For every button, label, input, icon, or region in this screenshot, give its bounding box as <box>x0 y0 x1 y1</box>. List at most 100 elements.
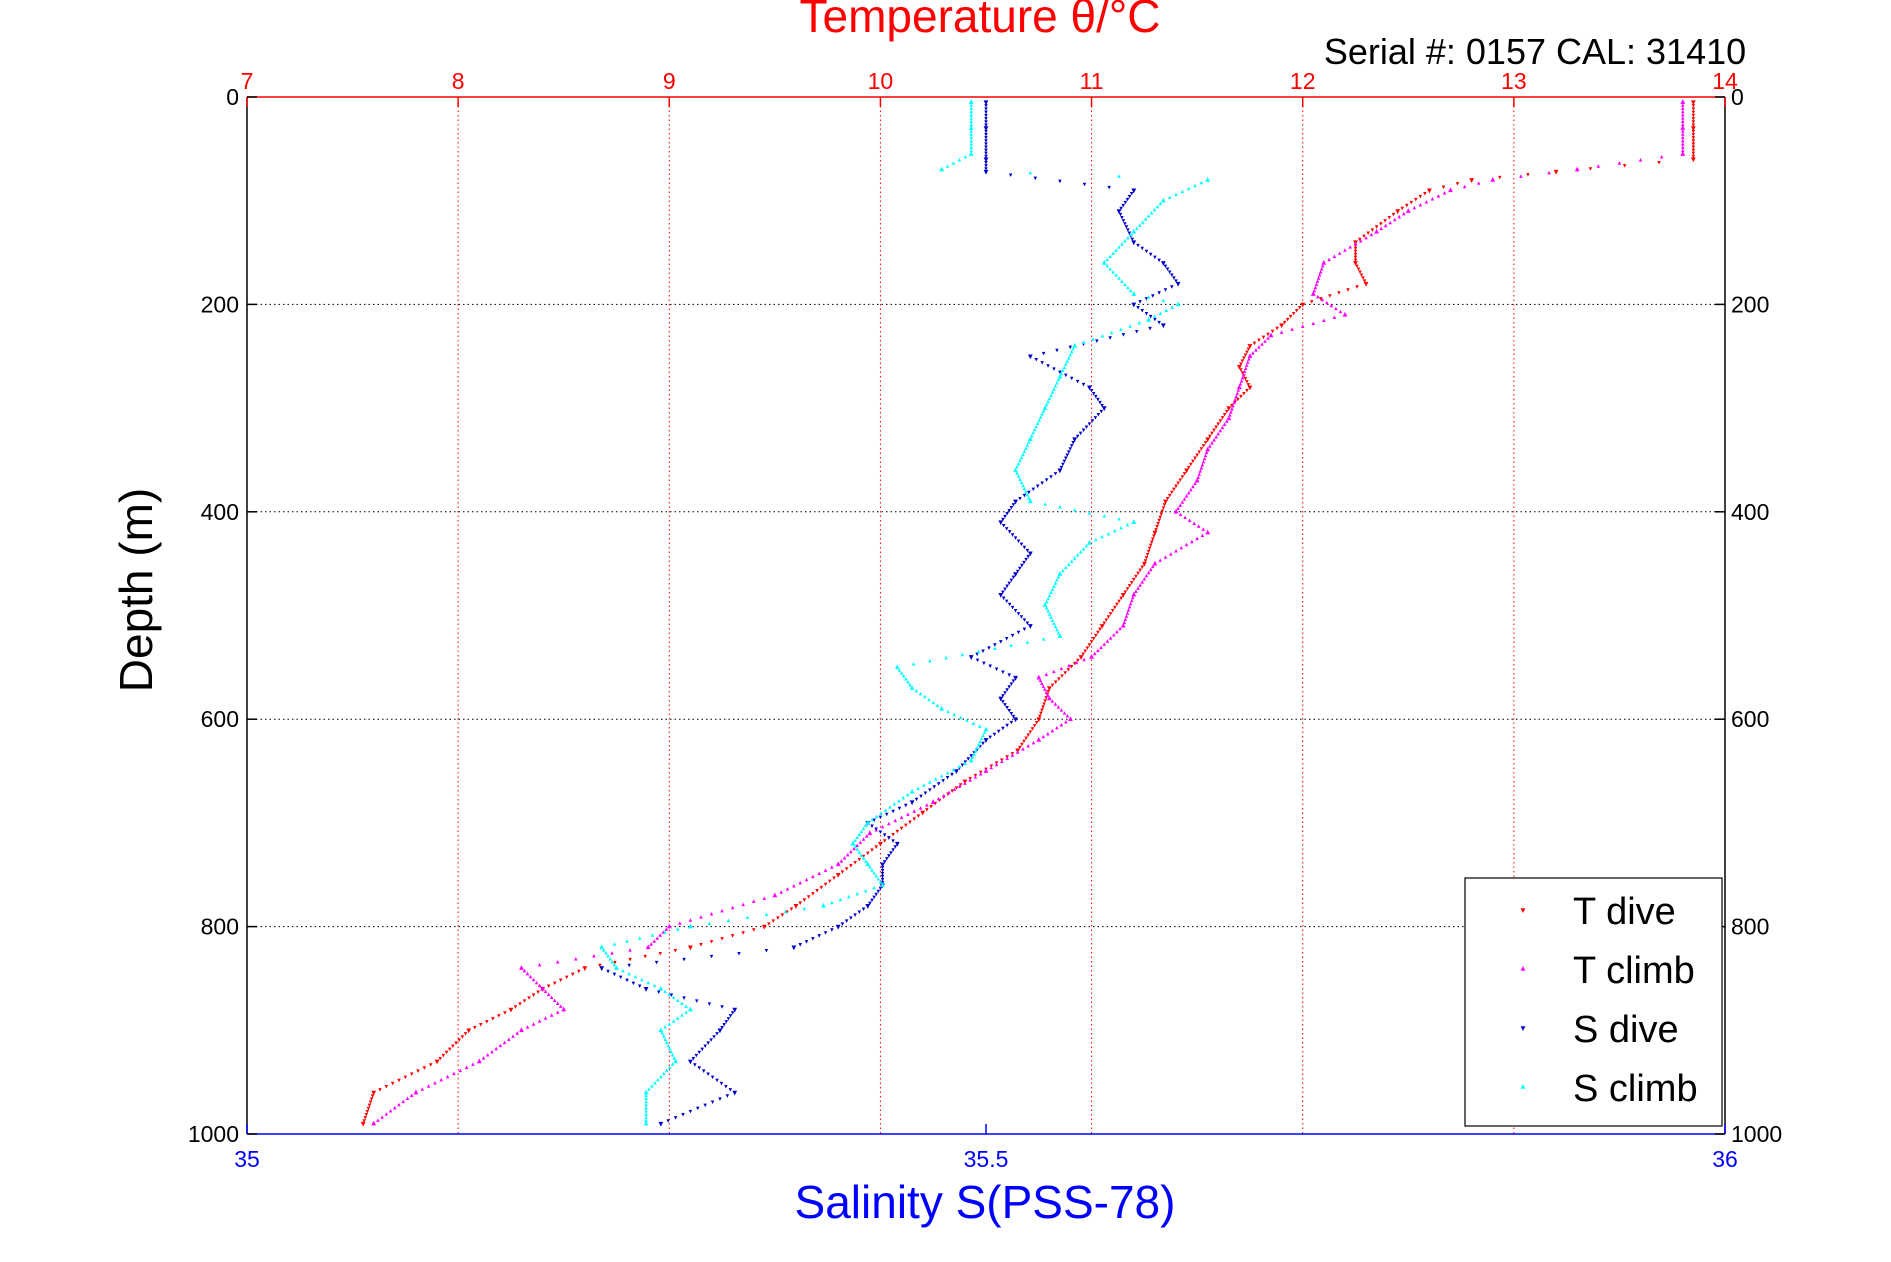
series-trace-marker <box>1096 648 1100 653</box>
series-trace-marker <box>1058 179 1062 184</box>
data-point <box>1173 508 1179 514</box>
series-trace-marker <box>1065 714 1070 718</box>
series-trace-marker <box>906 812 910 816</box>
data-point <box>732 1090 738 1096</box>
series-trace-marker <box>1096 630 1100 635</box>
series-trace-marker <box>957 158 962 162</box>
series-trace-marker <box>993 646 997 651</box>
series-trace-marker <box>1099 645 1103 649</box>
series-trace-marker <box>1050 587 1055 591</box>
series-trace-marker <box>1391 212 1396 217</box>
data-point <box>688 945 693 951</box>
series-trace-marker <box>1547 170 1551 175</box>
data-point <box>983 738 989 743</box>
series-trace-marker <box>927 697 931 702</box>
series-trace-marker <box>1096 397 1100 402</box>
series-trace-marker <box>1362 234 1366 239</box>
series-trace-marker <box>1136 586 1140 590</box>
series-trace-marker <box>710 1075 715 1080</box>
series-trace-marker <box>882 833 887 837</box>
data-point <box>1553 169 1559 175</box>
series-trace-marker <box>1011 575 1016 580</box>
series-trace-marker <box>1001 694 1005 698</box>
data-point <box>998 520 1004 526</box>
data-point <box>867 830 873 836</box>
series-trace-marker <box>1251 351 1255 355</box>
legend-marker <box>1520 966 1526 971</box>
data-point <box>1042 602 1048 607</box>
series-trace-marker <box>1005 723 1009 728</box>
series-trace-marker <box>984 161 988 165</box>
series-trace-marker <box>984 154 988 159</box>
series-trace-marker <box>697 1050 702 1055</box>
data-point <box>1013 499 1018 505</box>
series-trace-marker <box>963 154 968 159</box>
data-point <box>909 685 915 690</box>
series-trace-marker <box>931 700 935 705</box>
series-trace-marker <box>1334 306 1338 311</box>
series-trace-marker <box>994 762 999 767</box>
series-trace-marker <box>397 1102 401 1107</box>
series-trace-marker <box>1039 711 1043 716</box>
series-trace-marker <box>939 774 944 778</box>
series-trace-marker <box>872 885 876 890</box>
series-trace-marker <box>849 916 853 920</box>
series-trace-marker <box>543 989 548 994</box>
series-trace-marker <box>1009 506 1014 510</box>
series-trace-marker <box>1035 421 1040 425</box>
series-trace-marker <box>709 940 714 944</box>
series-trace-marker <box>975 652 979 657</box>
series-trace-marker <box>602 948 606 952</box>
series-trace-marker <box>1091 337 1095 341</box>
series-trace-marker <box>1195 453 1199 457</box>
data-point <box>1087 385 1092 391</box>
serial-annotation: Serial #: 0157 CAL: 31410 <box>1324 31 1746 72</box>
series-trace-marker <box>1069 664 1074 669</box>
series-trace-marker <box>1315 279 1320 283</box>
series-trace-marker <box>1024 736 1028 741</box>
series-trace-marker <box>1383 219 1387 223</box>
series-trace-marker <box>1089 389 1094 393</box>
series-trace-marker <box>1016 539 1021 544</box>
series-trace-marker <box>1346 288 1350 292</box>
series-trace-marker <box>367 1103 372 1108</box>
series-trace-marker <box>897 668 902 672</box>
series-trace-marker <box>911 662 916 666</box>
series-trace-marker <box>978 739 982 744</box>
series-trace-marker <box>694 999 699 1003</box>
series-trace-marker <box>1208 434 1212 439</box>
series-trace-marker <box>776 916 780 920</box>
data-point <box>1342 311 1348 317</box>
data-point <box>930 799 936 804</box>
data-point <box>1013 572 1018 578</box>
series-trace-marker <box>552 981 557 986</box>
series-trace-marker <box>1158 201 1163 206</box>
series-trace-marker <box>1059 371 1064 376</box>
series-trace-marker <box>720 908 724 913</box>
series-trace-marker <box>1060 674 1064 678</box>
data-point <box>643 1120 649 1126</box>
series-trace-marker <box>1691 129 1696 134</box>
series-trace-marker <box>1361 276 1365 280</box>
series-trace-marker <box>1197 472 1202 476</box>
series-trace-marker <box>849 864 853 868</box>
series-trace-marker <box>1015 465 1019 469</box>
series-trace-marker <box>1092 651 1097 656</box>
data-point <box>1175 301 1181 307</box>
series-trace-marker <box>783 909 788 914</box>
series-trace-marker <box>842 855 847 860</box>
series-trace-marker <box>730 1011 735 1015</box>
series-trace-marker <box>518 1002 522 1006</box>
series-trace-marker <box>511 1034 515 1038</box>
series-trace-marker <box>1044 478 1049 482</box>
series-trace-marker <box>1030 433 1034 438</box>
series-trace-marker <box>1062 711 1067 715</box>
data-point <box>434 1059 440 1065</box>
data-point <box>1027 354 1033 360</box>
series-trace-marker <box>1180 475 1185 479</box>
temperature-tick-label: 9 <box>663 68 676 94</box>
series-trace-marker <box>1022 449 1027 453</box>
series-trace-marker <box>696 1106 700 1111</box>
series-trace-marker <box>1291 311 1296 316</box>
data-point <box>968 99 974 104</box>
